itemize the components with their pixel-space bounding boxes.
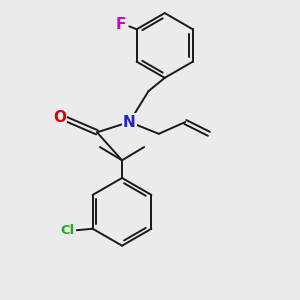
Text: O: O	[53, 110, 66, 125]
Text: Cl: Cl	[61, 224, 75, 237]
Text: F: F	[116, 17, 126, 32]
Text: N: N	[123, 115, 136, 130]
